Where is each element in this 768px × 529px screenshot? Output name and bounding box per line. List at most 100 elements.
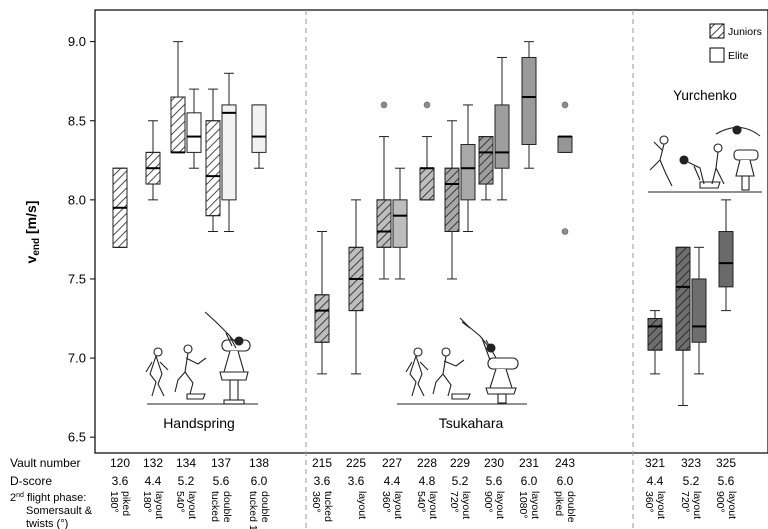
box-hatch bbox=[478, 136, 494, 185]
twists-cell: piked bbox=[553, 491, 565, 516]
twists-cell: 540° bbox=[174, 491, 186, 513]
box-hatch bbox=[205, 120, 221, 217]
box-229-elite bbox=[460, 104, 476, 232]
box-230-juniors bbox=[478, 136, 494, 201]
box-227-elite bbox=[392, 167, 408, 280]
somersault-cell: double bbox=[259, 491, 271, 523]
vault-number-cell: 323 bbox=[681, 456, 701, 470]
d-score-cell: 5.2 bbox=[178, 474, 195, 488]
box-plot-series bbox=[112, 41, 734, 407]
row-label-flight-phase: 2nd flight phase: bbox=[10, 492, 86, 504]
box-137-elite bbox=[221, 72, 237, 232]
plot-frame bbox=[94, 9, 768, 454]
somersault-cell: layout bbox=[186, 491, 198, 519]
twists-cell: 900° bbox=[482, 491, 494, 513]
box-323-juniors bbox=[675, 246, 691, 407]
box-hatch bbox=[647, 318, 663, 351]
somersault-cell: layout bbox=[655, 491, 667, 519]
box-body bbox=[521, 56, 537, 145]
box-body bbox=[251, 104, 267, 153]
y-tick-label: 9.0 bbox=[68, 34, 86, 49]
d-score-cell: 4.8 bbox=[419, 474, 436, 488]
box-137-juniors bbox=[205, 88, 221, 232]
twists-cell: 180° bbox=[108, 491, 120, 513]
legend-label-juniors: Juniors bbox=[728, 26, 762, 38]
box-hatch bbox=[170, 96, 186, 153]
somersault-cell: piked bbox=[120, 491, 132, 516]
box-229-juniors bbox=[444, 120, 460, 280]
y-tick-label: 7.5 bbox=[68, 271, 86, 286]
box-215-juniors bbox=[314, 231, 330, 375]
box-323-elite bbox=[691, 246, 707, 375]
box-body bbox=[691, 278, 707, 343]
somersault-cell: tucked bbox=[322, 491, 334, 522]
box-230-elite bbox=[494, 56, 510, 201]
box-321-juniors bbox=[647, 310, 663, 375]
box-body bbox=[494, 104, 510, 169]
outlier-point bbox=[561, 101, 569, 109]
box-228-juniors bbox=[419, 101, 435, 201]
yurchenko-illustration bbox=[648, 125, 762, 193]
twists-cell: 720° bbox=[448, 491, 460, 513]
y-tick-label: 7.0 bbox=[68, 351, 86, 366]
d-score-cell: 6.0 bbox=[251, 474, 268, 488]
d-score-cell: 5.2 bbox=[683, 474, 700, 488]
d-score-cell: 5.6 bbox=[213, 474, 230, 488]
d-score-cell: 5.6 bbox=[486, 474, 503, 488]
somersault-cell: layout bbox=[691, 491, 703, 519]
row-label-somersault: Somersault & bbox=[26, 505, 93, 517]
group-label-yurchenko: Yurchenko bbox=[673, 88, 737, 103]
twists-cell: 900° bbox=[714, 491, 726, 513]
box-120-juniors bbox=[112, 167, 128, 248]
vault-number-cell: 243 bbox=[555, 456, 575, 470]
legend: Juniors Elite bbox=[709, 23, 762, 63]
twists-cell: 360° bbox=[310, 491, 322, 513]
box-231-elite bbox=[521, 41, 537, 169]
y-tick-label: 8.5 bbox=[68, 113, 86, 128]
d-score-cell: 6.0 bbox=[521, 474, 538, 488]
vault-number-cell: 230 bbox=[484, 456, 504, 470]
box-hatch bbox=[444, 167, 460, 232]
twists-cell: tucked 180° bbox=[247, 491, 259, 529]
box-body bbox=[718, 231, 734, 288]
twists-cell: 180° bbox=[141, 491, 153, 513]
box-138-elite bbox=[251, 104, 267, 169]
d-score-cell: 6.0 bbox=[557, 474, 574, 488]
y-tick-label: 6.5 bbox=[68, 430, 86, 445]
group-label-tsukahara: Tsukahara bbox=[439, 415, 504, 431]
somersault-cell: layout bbox=[494, 491, 506, 519]
vault-number-cell: 137 bbox=[211, 456, 231, 470]
d-score-cell: 5.6 bbox=[718, 474, 735, 488]
vault-number-cell: 132 bbox=[143, 456, 163, 470]
box-body bbox=[392, 199, 408, 248]
row-label-twists: twists (°) bbox=[26, 518, 68, 529]
box-134-juniors bbox=[170, 41, 186, 154]
row-label-d-score: D-score bbox=[10, 474, 52, 488]
d-score-cell: 3.6 bbox=[314, 474, 331, 488]
box-227-juniors bbox=[376, 101, 392, 280]
vault-number-cell: 120 bbox=[110, 456, 130, 470]
box-body bbox=[460, 143, 476, 201]
d-score-cell: 3.6 bbox=[348, 474, 365, 488]
legend-label-elite: Elite bbox=[728, 50, 749, 62]
y-axis-label: vend [m/s] bbox=[23, 201, 42, 264]
outlier-point bbox=[423, 101, 431, 109]
vault-number-cell: 225 bbox=[346, 456, 366, 470]
tsukahara-illustration bbox=[397, 317, 527, 405]
vault-number-cell: 215 bbox=[312, 456, 332, 470]
somersault-cell: double bbox=[221, 491, 233, 523]
vault-number-cell: 229 bbox=[450, 456, 470, 470]
box-body bbox=[557, 136, 573, 153]
d-score-cell: 3.6 bbox=[112, 474, 129, 488]
legend-swatch-elite bbox=[709, 47, 725, 63]
vault-number-cell: 228 bbox=[417, 456, 437, 470]
twists-cell: 360° bbox=[643, 491, 655, 513]
somersault-cell: layout bbox=[529, 491, 541, 519]
box-hatch bbox=[675, 246, 691, 351]
box-243-elite bbox=[557, 101, 573, 235]
twists-cell: tucked bbox=[209, 491, 221, 522]
somersault-cell: layout bbox=[356, 491, 368, 519]
outlier-point bbox=[380, 101, 388, 109]
somersault-cell: layout bbox=[427, 491, 439, 519]
